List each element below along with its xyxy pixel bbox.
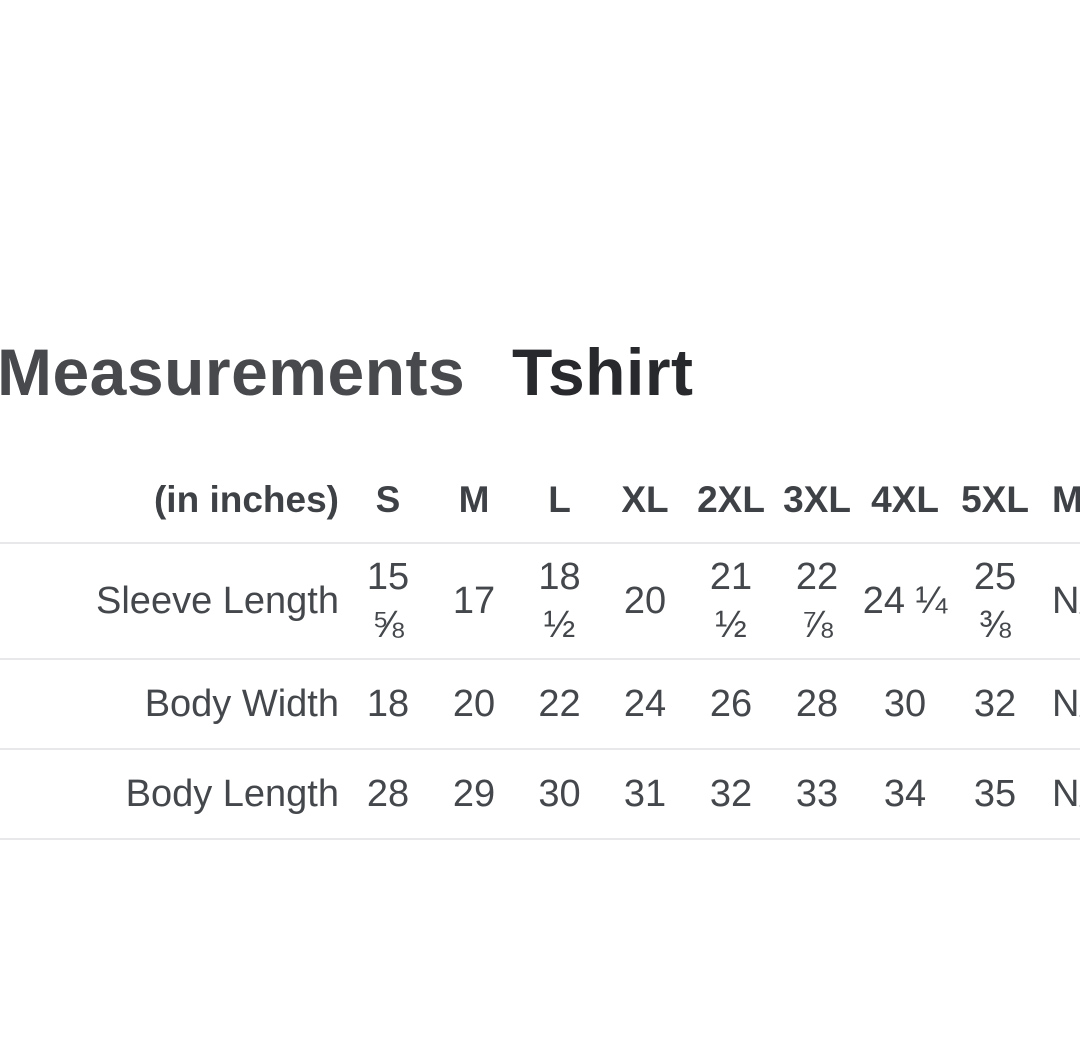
- body-length-xl: 31: [602, 749, 688, 840]
- size-col-5xl: 5XL: [950, 458, 1040, 544]
- size-header-row: (in inches) S M L XL 2XL 3XL 4XL 5XL M: [0, 458, 1080, 544]
- page-title-product: Tshirt: [512, 335, 694, 409]
- sleeve-length-2xl: 21 ½: [688, 543, 774, 660]
- table-row-sleeve-length: Sleeve Length 15 ⅝ 17 18 ½ 20 21 ½ 22 ⅞ …: [0, 543, 1080, 660]
- body-length-s: 28: [345, 749, 431, 840]
- body-width-4xl: 30: [860, 659, 950, 750]
- row-label-body-width: Body Width: [0, 659, 345, 750]
- size-col-s: S: [345, 458, 431, 544]
- sleeve-length-m: 17: [431, 543, 517, 660]
- sleeve-length-s: 15 ⅝: [345, 543, 431, 660]
- sleeve-length-clipped: N/A: [1040, 543, 1080, 660]
- body-length-5xl: 35: [950, 749, 1040, 840]
- body-width-l: 22: [517, 659, 602, 750]
- body-width-5xl: 32: [950, 659, 1040, 750]
- table-row-body-length: Body Length 28 29 30 31 32 33 34 35 N/A: [0, 749, 1080, 840]
- body-width-3xl: 28: [774, 659, 860, 750]
- body-width-clipped: N/A: [1040, 659, 1080, 750]
- sleeve-length-3xl: 22 ⅞: [774, 543, 860, 660]
- size-chart-table: (in inches) S M L XL 2XL 3XL 4XL 5XL M S…: [0, 458, 1080, 840]
- unit-label: (in inches): [0, 458, 345, 544]
- body-length-clipped: N/A: [1040, 749, 1080, 840]
- body-length-2xl: 32: [688, 749, 774, 840]
- body-length-3xl: 33: [774, 749, 860, 840]
- row-label-body-length: Body Length: [0, 749, 345, 840]
- page-title: Measurements Tshirt: [0, 336, 694, 408]
- body-width-m: 20: [431, 659, 517, 750]
- row-label-sleeve-length: Sleeve Length: [0, 543, 345, 660]
- body-width-2xl: 26: [688, 659, 774, 750]
- size-col-3xl: 3XL: [774, 458, 860, 544]
- size-col-2xl: 2XL: [688, 458, 774, 544]
- table-row-body-width: Body Width 18 20 22 24 26 28 30 32 N/A: [0, 659, 1080, 750]
- body-width-xl: 24: [602, 659, 688, 750]
- sleeve-length-5xl: 25 ⅜: [950, 543, 1040, 660]
- sleeve-length-l: 18 ½: [517, 543, 602, 660]
- page-title-measurements: Measurements: [0, 335, 466, 409]
- size-col-l: L: [517, 458, 602, 544]
- size-col-4xl: 4XL: [860, 458, 950, 544]
- body-length-4xl: 34: [860, 749, 950, 840]
- sleeve-length-xl: 20: [602, 543, 688, 660]
- size-col-clipped: M: [1040, 458, 1080, 544]
- size-col-xl: XL: [602, 458, 688, 544]
- sleeve-length-4xl: 24 ¼: [860, 543, 950, 660]
- body-length-l: 30: [517, 749, 602, 840]
- body-length-m: 29: [431, 749, 517, 840]
- size-col-m: M: [431, 458, 517, 544]
- body-width-s: 18: [345, 659, 431, 750]
